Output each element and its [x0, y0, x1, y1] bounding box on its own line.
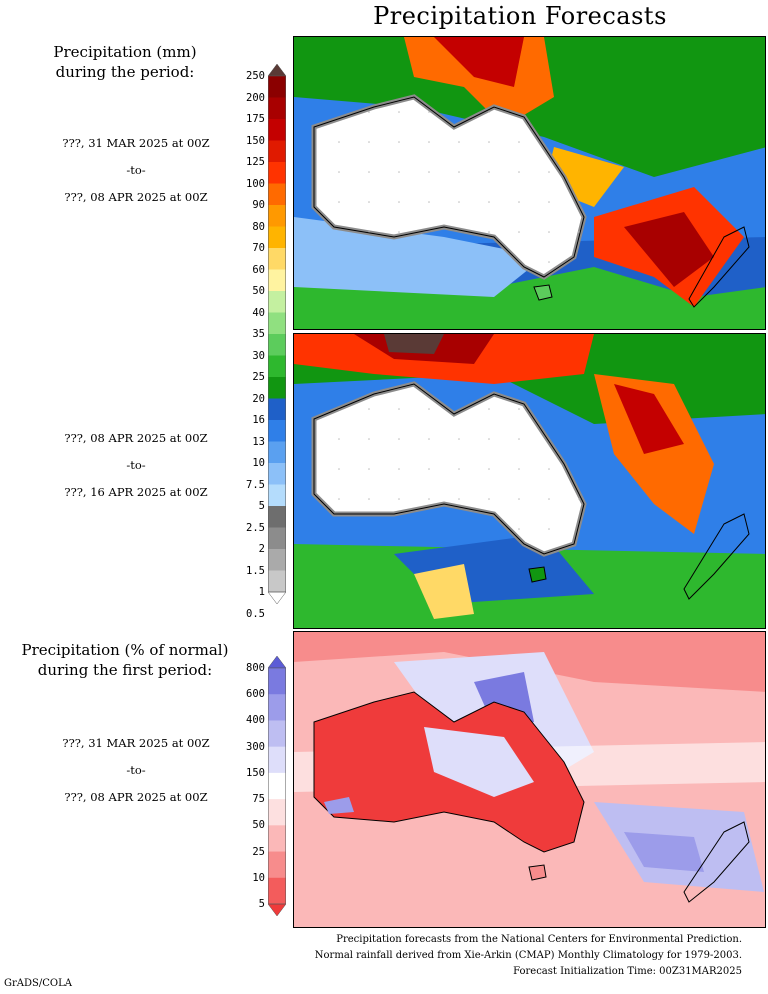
colorbar-segment	[268, 205, 286, 227]
colorbar-tick-label: 1	[258, 586, 265, 598]
map-panel-week2	[293, 333, 766, 629]
colorbar-segment	[268, 312, 286, 335]
colorbar-tick-label: 13	[252, 435, 265, 448]
colorbar-tick-label: 150	[246, 134, 265, 147]
colorbar-segment	[268, 506, 286, 528]
colorbar-tick-label: 30	[252, 349, 265, 362]
colorbar-tick-label: 0.5	[246, 607, 265, 620]
colorbar-tick-label: 40	[252, 306, 265, 319]
colorbar-segment	[268, 162, 286, 184]
colorbar-tick-label: 35	[252, 328, 265, 340]
map-panel-week1	[293, 36, 766, 330]
colorbar-segment	[268, 668, 286, 695]
precip-colorbar	[268, 64, 286, 604]
colorbar-tick-label: 125	[246, 156, 265, 168]
page-title: Precipitation Forecasts	[373, 2, 667, 30]
colorbar-tick-label: 7.5	[246, 478, 265, 491]
anomaly-colorbar	[268, 656, 286, 916]
grads-credit: GrADS/COLA	[4, 978, 72, 989]
colorbar-tick-label: 150	[246, 766, 265, 779]
colorbar-tick-label: 5	[258, 898, 265, 910]
colorbar-segment	[268, 746, 286, 774]
colorbar-segment	[268, 720, 286, 748]
colorbar-tick-label: 16	[252, 414, 265, 426]
colorbar-tick-label: 2	[258, 543, 265, 555]
colorbar-segment	[268, 772, 286, 800]
colorbar-tick-label: 10	[252, 871, 265, 884]
colorbar-segment	[268, 799, 286, 826]
colorbar-segment	[268, 527, 286, 550]
colorbar-bottom-arrow	[268, 591, 286, 604]
colorbar-segment	[268, 877, 286, 905]
colorbar-segment	[268, 97, 286, 120]
colorbar-segment	[268, 226, 286, 249]
colorbar-segment	[268, 825, 286, 853]
colorbar-tick-label: 75	[252, 793, 265, 806]
colorbar-segment	[268, 694, 286, 721]
colorbar-tick-label: 25	[252, 845, 265, 858]
colorbar-tick-label: 250	[246, 70, 265, 82]
colorbar-top-arrow	[268, 656, 286, 669]
map-panel-anomaly	[293, 631, 766, 928]
colorbar-segment	[268, 248, 286, 270]
colorbar-segment	[268, 334, 286, 356]
anomaly-scale-labels: 800 600 400 300 150 75 50 25 10 5	[237, 0, 265, 994]
colorbar-tick-label: 5	[258, 500, 265, 512]
precip-map-week1	[294, 37, 765, 329]
anomaly-label: Precipitation (% of normal) during the f…	[21, 641, 229, 679]
colorbar-segment	[268, 140, 286, 163]
colorbar-segment	[268, 851, 286, 879]
colorbar-tick-label: 20	[252, 392, 265, 405]
colorbar-tick-label: 100	[246, 177, 265, 190]
colorbar-tick-label: 80	[252, 220, 265, 233]
colorbar-segment	[268, 291, 286, 313]
colorbar-segment	[268, 76, 286, 98]
precip-label: Precipitation (mm) during the period:	[53, 43, 197, 81]
colorbar-tick-label: 50	[252, 285, 265, 297]
footer-notes: Precipitation forecasts from the Nationa…	[314, 934, 742, 977]
period-2-label: ???, 08 APR 2025 at 00Z -to- ???, 16 APR…	[64, 431, 208, 499]
colorbar-tick-label: 90	[252, 199, 265, 211]
period-1-label: ???, 31 MAR 2025 at 00Z -to- ???, 08 APR…	[62, 136, 210, 204]
colorbar-segment	[268, 355, 286, 378]
colorbar-tick-label: 800	[246, 662, 265, 674]
colorbar-segment	[268, 441, 286, 464]
colorbar-tick-label: 1.5	[246, 564, 265, 577]
colorbar-tick-label: 10	[252, 457, 265, 469]
colorbar-segment	[268, 377, 286, 399]
colorbar-tick-label: 70	[252, 242, 265, 254]
colorbar-segment	[268, 398, 286, 421]
colorbar-segment	[268, 463, 286, 485]
colorbar-segment	[268, 420, 286, 442]
colorbar-bottom-arrow	[268, 903, 286, 916]
colorbar-tick-label: 25	[252, 371, 265, 383]
colorbar-tick-label: 600	[246, 688, 265, 701]
colorbar-segment	[268, 570, 286, 593]
period-3-label: ???, 31 MAR 2025 at 00Z -to- ???, 08 APR…	[62, 736, 210, 804]
colorbar-top-arrow	[268, 64, 286, 77]
colorbar-tick-label: 60	[252, 263, 265, 276]
precip-map-week2	[294, 334, 765, 628]
precip-scale-labels: 250 200 175 150 125 100 90 80 70 60 50 40 35 30 25 20 16…	[237, 0, 265, 994]
colorbar-tick-label: 400	[246, 714, 265, 727]
colorbar-tick-label: 175	[246, 113, 265, 125]
colorbar-segment	[268, 269, 286, 292]
colorbar-segment	[268, 119, 286, 141]
colorbar-segment	[268, 183, 286, 206]
colorbar-tick-label: 50	[252, 819, 265, 832]
colorbar-tick-label: 300	[246, 740, 265, 753]
anomaly-map	[294, 632, 765, 927]
colorbar-tick-label: 2.5	[246, 521, 265, 534]
colorbar-tick-label: 200	[246, 91, 265, 104]
colorbar-segment	[268, 549, 286, 571]
colorbar-segment	[268, 484, 286, 507]
